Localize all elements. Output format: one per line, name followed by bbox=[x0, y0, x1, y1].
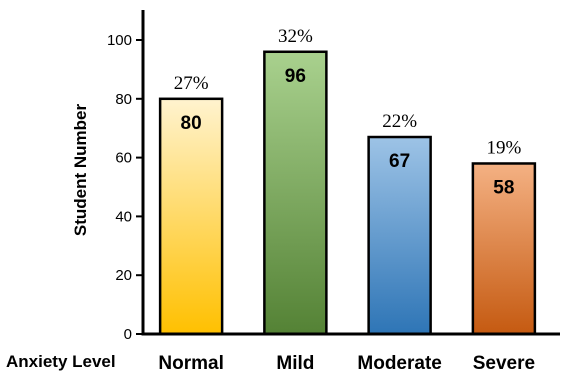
x-tick-label: Normal bbox=[158, 353, 223, 374]
y-tick-label: 0 bbox=[124, 326, 132, 343]
y-axis-title: Student Number bbox=[71, 104, 90, 237]
bar-percent-label: 22% bbox=[382, 111, 417, 132]
bar-severe bbox=[471, 162, 537, 336]
x-axis-title: Anxiety Level bbox=[6, 352, 116, 371]
bar-percent-label: 19% bbox=[486, 137, 521, 158]
x-tick-label: Mild bbox=[276, 353, 314, 374]
bar-value-label: 96 bbox=[285, 66, 306, 87]
y-tick-label: 100 bbox=[107, 32, 132, 49]
bar-value-label: 80 bbox=[181, 113, 202, 134]
x-tick-label: Moderate bbox=[357, 353, 441, 374]
x-axis: Normal Mild Moderate Severe bbox=[141, 332, 560, 374]
bar-normal bbox=[158, 97, 224, 336]
y-tick-label: 20 bbox=[115, 267, 132, 284]
bar-percent-label: 32% bbox=[278, 26, 313, 47]
bar-percent-label: 27% bbox=[174, 73, 209, 94]
y-tick-label: 40 bbox=[115, 208, 132, 225]
x-tick-label: Severe bbox=[473, 353, 535, 374]
bar-value-label: 67 bbox=[389, 151, 410, 172]
bars bbox=[158, 50, 537, 336]
y-axis: 0 20 40 60 80 100 bbox=[107, 10, 145, 343]
y-tick-label: 80 bbox=[115, 91, 132, 108]
y-tick-label: 60 bbox=[115, 150, 132, 167]
data-labels: 80 27% 96 32% 67 22% 58 19% bbox=[174, 26, 522, 199]
bar-mild bbox=[263, 50, 328, 336]
bar-value-label: 58 bbox=[493, 177, 514, 198]
